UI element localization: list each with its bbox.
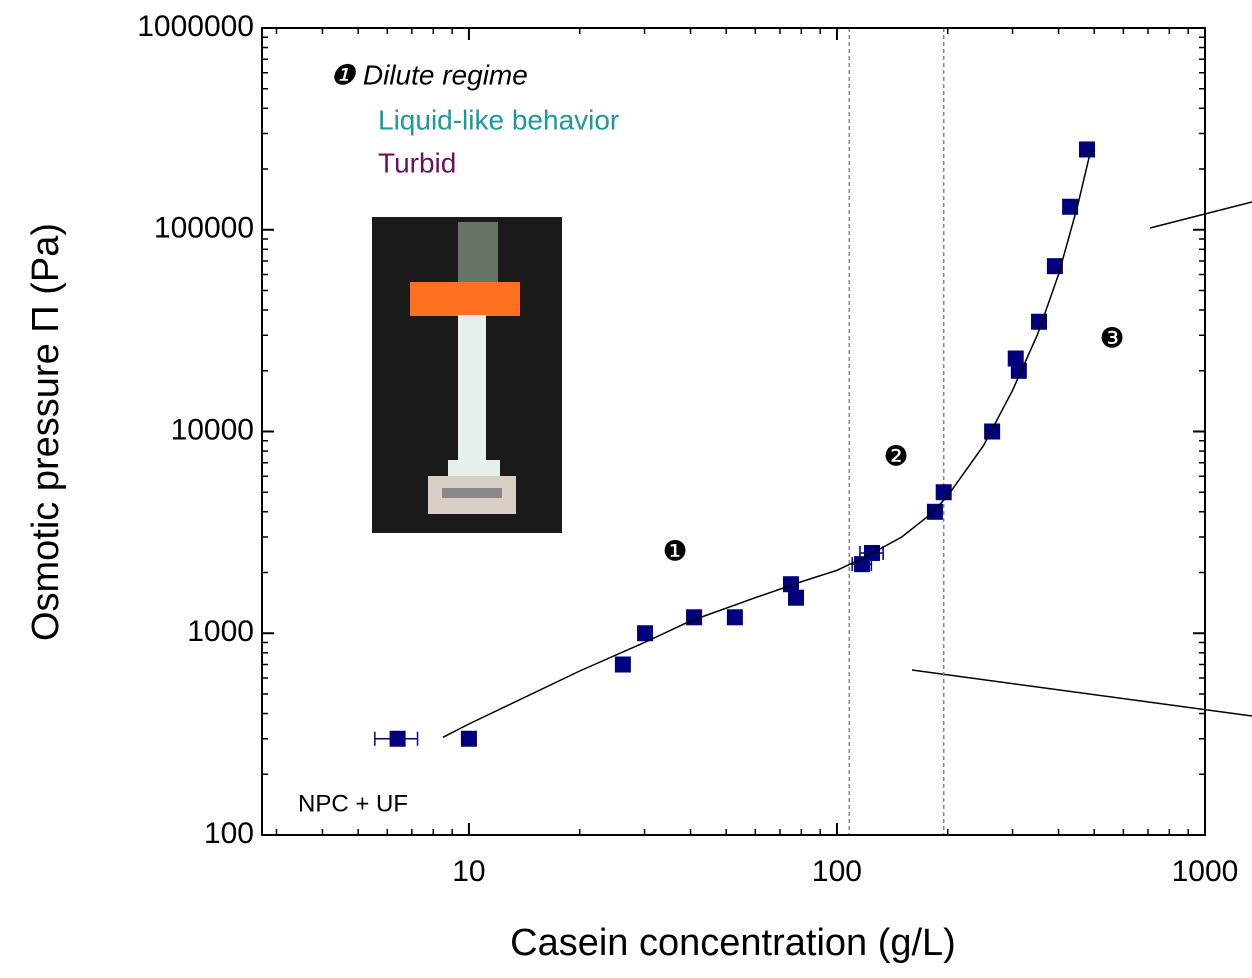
annotation: ❶ Dilute regime [330, 59, 528, 90]
data-point [637, 625, 654, 642]
x-tick-label: 100 [812, 855, 862, 888]
annotation: NPC + UF [298, 790, 408, 817]
data-point [788, 589, 805, 606]
y-tick-label: 100 [204, 817, 254, 850]
data-point [1046, 258, 1063, 275]
y-tick-label: 10000 [171, 413, 254, 446]
x-tick-label: 10 [452, 855, 485, 888]
pointer-line [1149, 201, 1252, 229]
pointer-line [911, 669, 1252, 717]
y-axis-label: Osmotic pressure Π (Pa) [25, 223, 67, 641]
region-label: ❶ [662, 535, 687, 566]
data-point [1079, 141, 1096, 158]
data-point [926, 503, 943, 520]
data-point [726, 609, 743, 626]
photo [372, 217, 562, 533]
data-point [389, 730, 406, 747]
fit-line [442, 149, 1092, 738]
data-point [984, 423, 1001, 440]
data-point [1007, 350, 1024, 367]
data-point [1062, 198, 1079, 215]
y-tick-label: 1000000 [137, 10, 254, 43]
annotation: Turbid [378, 147, 456, 178]
x-axis-label: Casein concentration (g/L) [510, 922, 956, 964]
y-tick-label: 100000 [154, 212, 254, 245]
y-tick-label: 1000 [187, 615, 254, 648]
data-point [460, 730, 477, 747]
data-point [782, 576, 799, 593]
data-point [935, 484, 952, 501]
x-tick-label: 1000 [1172, 855, 1239, 888]
region-label: ❸ [1099, 322, 1124, 353]
annotation: Liquid-like behavior [378, 104, 619, 135]
data-point [614, 656, 631, 673]
region-label: ❷ [883, 440, 908, 471]
